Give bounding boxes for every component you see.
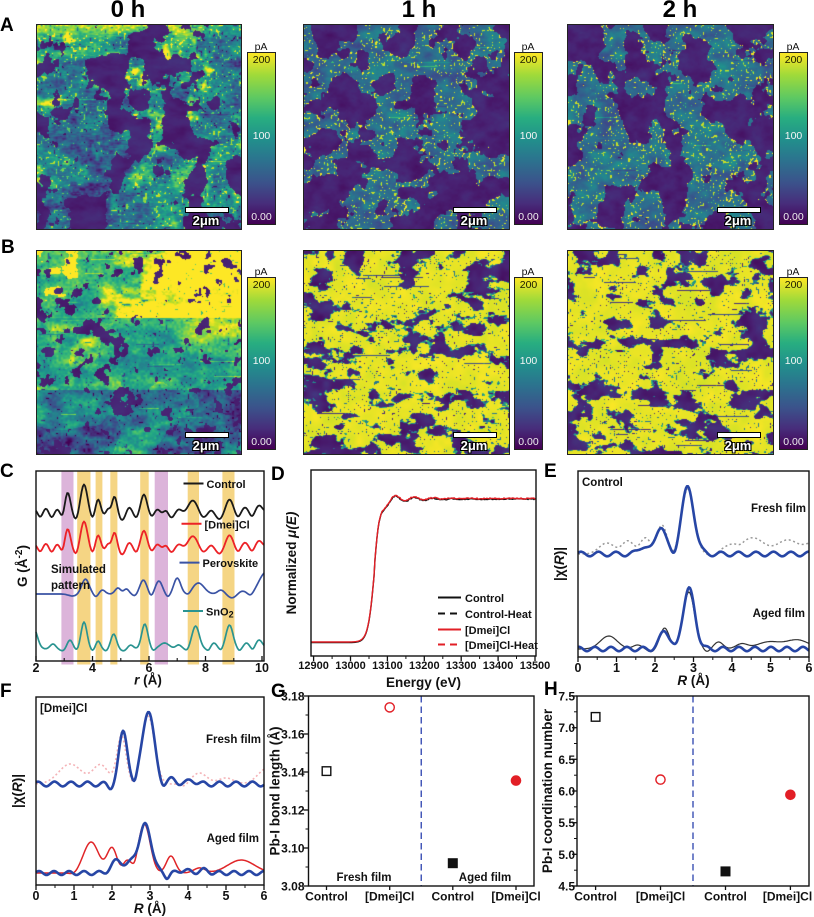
svg-text:Normalized μ(E): Normalized μ(E) [284,511,299,614]
svg-text:pattern: pattern [51,580,90,592]
svg-text:2: 2 [33,661,40,675]
svg-text:13500: 13500 [520,660,551,672]
svg-text:2: 2 [109,889,116,903]
svg-text:10: 10 [255,661,269,675]
svg-text:[Dmei]Cl: [Dmei]Cl [636,890,685,904]
svg-text:Control: Control [431,890,474,904]
svg-text:Fresh film: Fresh film [751,503,806,515]
svg-text:3.08: 3.08 [281,880,305,894]
svg-text:5: 5 [223,889,230,903]
svg-text:[Dmei]Cl: [Dmei]Cl [491,890,540,904]
svg-text:1: 1 [613,661,620,675]
svg-text:13100: 13100 [372,660,403,672]
svg-text:2: 2 [652,661,659,675]
svg-text:Energy (eV): Energy (eV) [386,675,461,690]
svg-text:Simulated: Simulated [51,564,106,576]
svg-text:4: 4 [729,661,736,675]
svg-text:3.12: 3.12 [281,804,305,818]
svg-text:r (Å): r (Å) [134,673,162,688]
svg-text:5: 5 [767,661,774,675]
svg-text:3.16: 3.16 [281,728,305,742]
svg-text:[Dmei]Cl: [Dmei]Cl [205,519,250,531]
svg-text:13200: 13200 [409,660,440,672]
svg-text:Fresh film: Fresh film [206,734,261,746]
svg-text:6: 6 [261,889,268,903]
svg-text:7.5: 7.5 [558,690,575,704]
svg-text:Control-Heat: Control-Heat [465,609,532,621]
svg-text:[Dmei]Cl: [Dmei]Cl [40,703,87,715]
svg-text:R (Å): R (Å) [134,901,166,916]
svg-text:4.5: 4.5 [558,880,575,894]
svg-text:Fresh film: Fresh film [337,872,392,884]
svg-text:6: 6 [806,661,813,675]
svg-text:13000: 13000 [335,660,366,672]
svg-text:12900: 12900 [298,660,329,672]
svg-text:Control: Control [704,890,747,904]
svg-text:13400: 13400 [483,660,514,672]
svg-text:7.0: 7.0 [558,721,575,735]
svg-text:|χ(R)|: |χ(R)| [552,547,567,581]
svg-text:8: 8 [202,661,209,675]
svg-text:[Dmei]Cl: [Dmei]Cl [365,890,414,904]
svg-text:1: 1 [71,889,78,903]
svg-text:0: 0 [575,661,582,675]
svg-text:3.14: 3.14 [281,766,305,780]
svg-text:4: 4 [89,661,96,675]
svg-text:[Dmei]Cl: [Dmei]Cl [465,625,510,637]
svg-text:Pb-I coordination number: Pb-I coordination number [540,708,555,873]
svg-text:Aged film: Aged film [207,833,259,845]
svg-text:3: 3 [690,661,697,675]
svg-text:Control: Control [207,479,246,491]
svg-text:[Dmei]Cl-Heat: [Dmei]Cl-Heat [465,640,538,652]
svg-text:Aged film: Aged film [753,608,805,620]
svg-text:Pb-I bond length (Å): Pb-I bond length (Å) [268,727,283,856]
svg-text:Control: Control [574,890,617,904]
svg-text:Perovskite: Perovskite [203,558,259,570]
svg-text:|χ(R)|: |χ(R)| [10,774,25,808]
svg-text:Control: Control [465,593,504,605]
svg-text:3.10: 3.10 [281,842,305,856]
svg-text:Aged film: Aged film [459,872,511,884]
svg-text:3: 3 [147,889,154,903]
svg-text:13300: 13300 [446,660,477,672]
svg-text:6.5: 6.5 [558,753,575,767]
svg-text:6.0: 6.0 [558,785,575,799]
svg-text:4: 4 [185,889,192,903]
svg-text:6: 6 [146,661,153,675]
svg-text:SnO2: SnO2 [206,607,234,620]
svg-text:Control: Control [305,890,348,904]
svg-text:[Dmei]Cl: [Dmei]Cl [763,890,812,904]
svg-text:0: 0 [33,889,40,903]
svg-text:5.0: 5.0 [558,848,575,862]
svg-text:3.18: 3.18 [281,690,305,704]
svg-text:R (Å): R (Å) [677,673,709,688]
svg-text:Control: Control [582,477,623,489]
svg-text:5.5: 5.5 [558,816,575,830]
